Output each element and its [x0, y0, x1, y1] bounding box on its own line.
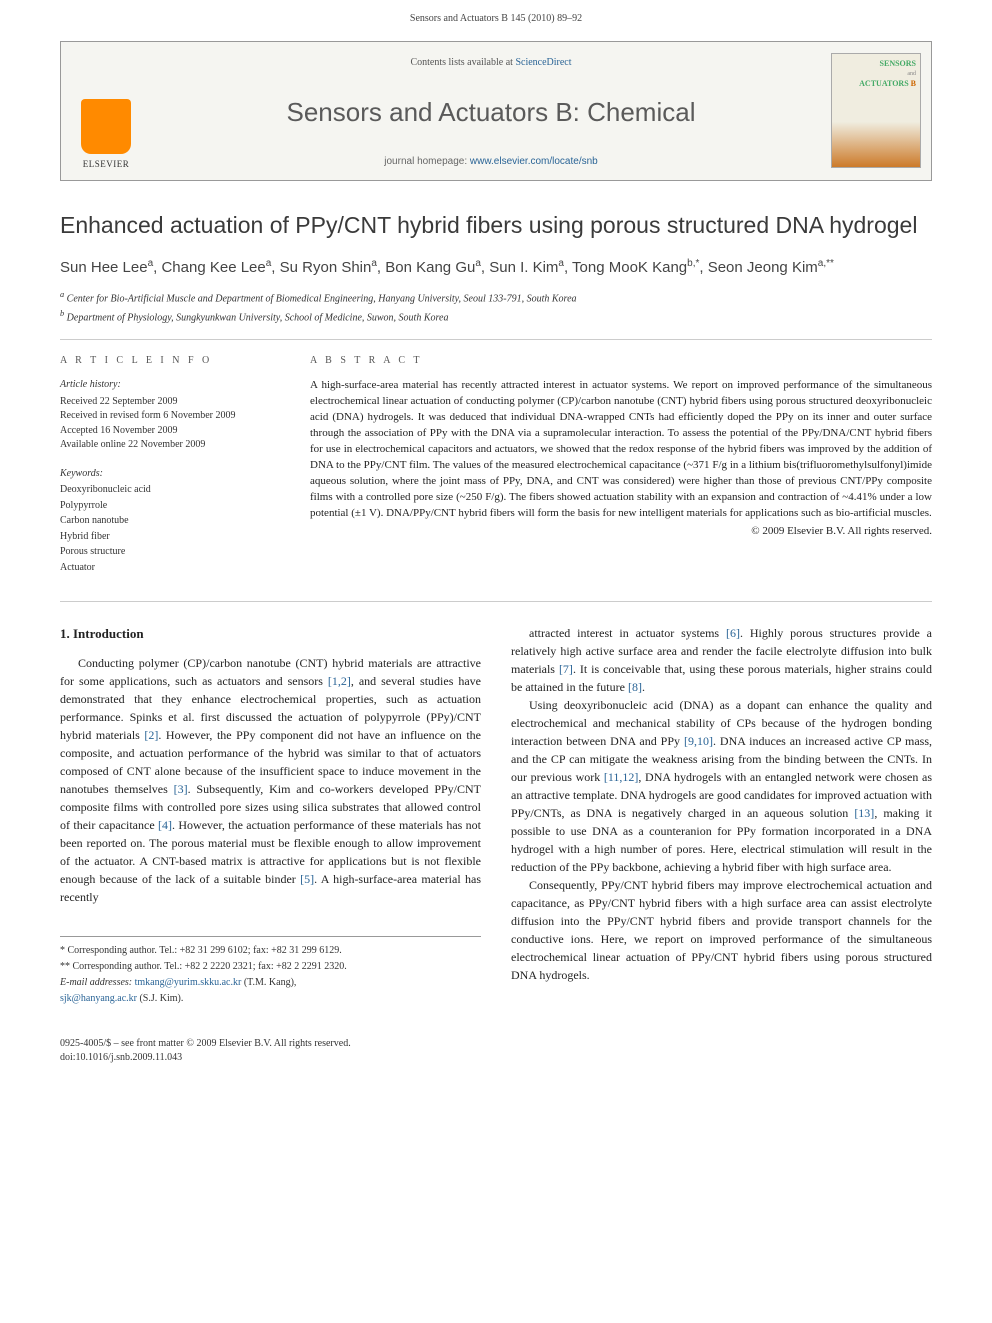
- sciencedirect-link[interactable]: ScienceDirect: [515, 57, 571, 68]
- affiliation-b: b Department of Physiology, Sungkyunkwan…: [60, 308, 932, 326]
- running-head: Sensors and Actuators B 145 (2010) 89–92: [0, 0, 992, 33]
- cover-label-b: B: [911, 79, 916, 88]
- elsevier-tree-icon: [81, 99, 131, 154]
- keyword: Deoxyribonucleic acid: [60, 483, 270, 498]
- cover-label-sensors: SENSORS: [880, 59, 916, 68]
- author-list: Sun Hee Leea, Chang Kee Leea, Su Ryon Sh…: [60, 257, 932, 279]
- affiliations: a Center for Bio-Artificial Muscle and D…: [60, 289, 932, 340]
- affiliation-a: a Center for Bio-Artificial Muscle and D…: [60, 289, 932, 307]
- email-link-1[interactable]: tmkang@yurim.skku.ac.kr: [135, 977, 242, 988]
- paragraph: Conducting polymer (CP)/carbon nanotube …: [60, 654, 481, 906]
- history-revised: Received in revised form 6 November 2009: [60, 409, 270, 424]
- email-label: E-mail addresses:: [60, 977, 135, 988]
- article-info-heading: A R T I C L E I N F O: [60, 354, 270, 369]
- keyword: Polypyrrole: [60, 499, 270, 514]
- publisher-logo-cell: ELSEVIER: [61, 42, 151, 180]
- email-link-2[interactable]: sjk@hanyang.ac.kr: [60, 993, 137, 1004]
- homepage-link[interactable]: www.elsevier.com/locate/snb: [470, 156, 598, 167]
- abstract-column: A B S T R A C T A high-surface-area mate…: [310, 354, 932, 590]
- front-matter-line: 0925-4005/$ – see front matter © 2009 El…: [60, 1037, 932, 1052]
- cover-label-and: and: [907, 71, 916, 77]
- cover-label-actuators: ACTUATORS: [859, 79, 909, 88]
- email-name-2: (S.J. Kim).: [137, 993, 183, 1004]
- publisher-name: ELSEVIER: [83, 158, 130, 171]
- history-online: Available online 22 November 2009: [60, 438, 270, 453]
- journal-cover-thumbnail: SENSORS and ACTUATORS B: [831, 53, 921, 168]
- paragraph: Using deoxyribonucleic acid (DNA) as a d…: [511, 696, 932, 876]
- abstract-text: A high-surface-area material has recentl…: [310, 378, 932, 521]
- paragraph: Consequently, PPy/CNT hybrid fibers may …: [511, 876, 932, 984]
- homepage-prefix: journal homepage:: [384, 156, 470, 167]
- article-history-block: Article history: Received 22 September 2…: [60, 378, 270, 453]
- article-title: Enhanced actuation of PPy/CNT hybrid fib…: [60, 211, 932, 240]
- contents-prefix: Contents lists available at: [410, 57, 515, 68]
- column-left: 1. Introduction Conducting polymer (CP)/…: [60, 624, 481, 1007]
- keywords-block: Keywords: Deoxyribonucleic acid Polypyrr…: [60, 467, 270, 576]
- column-right: attracted interest in actuator systems […: [511, 624, 932, 1007]
- body-columns: 1. Introduction Conducting polymer (CP)/…: [60, 624, 932, 1007]
- keywords-label: Keywords:: [60, 467, 270, 482]
- footnotes: * Corresponding author. Tel.: +82 31 299…: [60, 936, 481, 1006]
- email-name-1: (T.M. Kang),: [241, 977, 296, 988]
- history-accepted: Accepted 16 November 2009: [60, 424, 270, 439]
- journal-banner: ELSEVIER Contents lists available at Sci…: [60, 41, 932, 181]
- corr-author-1: * Corresponding author. Tel.: +82 31 299…: [60, 943, 481, 958]
- corr-author-2: ** Corresponding author. Tel.: +82 2 222…: [60, 959, 481, 974]
- doi-line: doi:10.1016/j.snb.2009.11.043: [60, 1051, 932, 1066]
- keyword: Carbon nanotube: [60, 514, 270, 529]
- page-footer: 0925-4005/$ – see front matter © 2009 El…: [0, 1027, 992, 1086]
- section-heading-intro: 1. Introduction: [60, 624, 481, 644]
- abstract-heading: A B S T R A C T: [310, 354, 932, 369]
- history-label: Article history:: [60, 378, 270, 393]
- cover-cell: SENSORS and ACTUATORS B: [831, 42, 931, 180]
- abstract-copyright: © 2009 Elsevier B.V. All rights reserved…: [310, 524, 932, 540]
- paragraph: attracted interest in actuator systems […: [511, 624, 932, 696]
- email-line-2: sjk@hanyang.ac.kr (S.J. Kim).: [60, 991, 481, 1006]
- email-line-1: E-mail addresses: tmkang@yurim.skku.ac.k…: [60, 975, 481, 990]
- keyword: Hybrid fiber: [60, 530, 270, 545]
- homepage-line: journal homepage: www.elsevier.com/locat…: [384, 155, 597, 170]
- article-meta-row: A R T I C L E I N F O Article history: R…: [60, 354, 932, 603]
- contents-line: Contents lists available at ScienceDirec…: [410, 56, 571, 71]
- article-info-column: A R T I C L E I N F O Article history: R…: [60, 354, 270, 590]
- article-body: Enhanced actuation of PPy/CNT hybrid fib…: [0, 201, 992, 1027]
- keyword: Porous structure: [60, 545, 270, 560]
- journal-title: Sensors and Actuators B: Chemical: [287, 94, 696, 132]
- history-received: Received 22 September 2009: [60, 395, 270, 410]
- journal-center: Contents lists available at ScienceDirec…: [151, 42, 831, 180]
- keyword: Actuator: [60, 561, 270, 576]
